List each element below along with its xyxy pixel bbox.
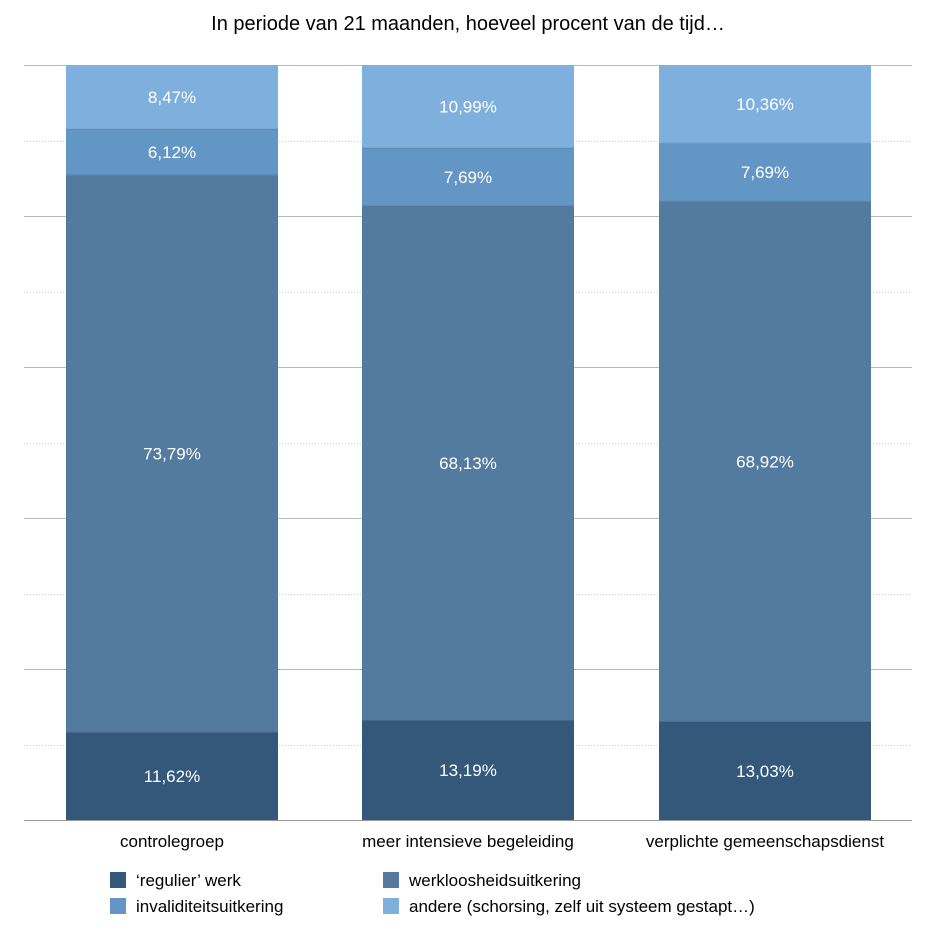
bar-segment	[362, 147, 574, 207]
bar-segment	[362, 206, 574, 721]
data-label: 7,69%	[444, 168, 492, 187]
bar-stack: 13,19% 68,13% 7,69% 10,99%	[362, 65, 574, 820]
legend-item: werkloosheidsuitkering	[383, 871, 581, 890]
bar-stack: 11,62% 73,79% 6,12% 8,47%	[66, 65, 278, 820]
data-label: 7,69%	[741, 163, 789, 182]
legend: ‘regulier’ werk werkloosheidsuitkering inv…	[110, 871, 755, 916]
data-label: 13,19%	[439, 761, 497, 780]
data-label: 13,03%	[736, 762, 794, 781]
bar-segment	[66, 175, 278, 733]
legend-swatch	[383, 872, 399, 888]
data-label: 10,36%	[736, 95, 794, 114]
legend-item: ‘regulier’ werk	[110, 871, 241, 890]
category-labels: controlegroep meer intensieve begeleiding…	[120, 832, 884, 851]
bar-segment	[659, 201, 871, 722]
bar-stack: 13,03% 68,92% 7,69% 10,36%	[659, 65, 871, 820]
chart-title: In periode van 21 maanden, hoeveel proce…	[211, 13, 725, 35]
legend-label: invaliditeitsuitkering	[136, 897, 283, 916]
data-label: 73,79%	[143, 445, 201, 464]
data-label: 11,62%	[144, 767, 200, 786]
category-label: verplichte gemeenschapsdienst	[646, 832, 884, 851]
bar-segment	[66, 65, 278, 129]
legend-swatch	[110, 872, 126, 888]
data-label: 10,99%	[439, 97, 497, 116]
category-label: meer intensieve begeleiding	[362, 832, 574, 851]
bar-segment	[362, 720, 574, 820]
legend-label: andere (schorsing, zelf uit systeem gest…	[409, 897, 755, 916]
legend-swatch	[383, 898, 399, 914]
data-label: 8,47%	[148, 88, 196, 107]
legend-label: ‘regulier’ werk	[136, 871, 241, 890]
data-label: 6,12%	[148, 143, 196, 162]
bar-segment	[659, 721, 871, 820]
bar-segment	[66, 128, 278, 176]
category-label: controlegroep	[120, 832, 224, 851]
legend-label: werkloosheidsuitkering	[408, 871, 581, 890]
legend-item: andere (schorsing, zelf uit systeem gest…	[383, 897, 755, 916]
bar-segment	[659, 65, 871, 144]
bar-segment	[66, 732, 278, 820]
data-label: 68,13%	[439, 454, 497, 473]
bar-segment	[362, 65, 574, 148]
legend-item: invaliditeitsuitkering	[110, 897, 283, 916]
data-label: 68,92%	[736, 452, 794, 471]
legend-swatch	[110, 898, 126, 914]
bars: 11,62%73,79%6,12%8,47%13,19%68,13%7,69%1…	[66, 65, 871, 820]
bar-segment	[659, 143, 871, 202]
